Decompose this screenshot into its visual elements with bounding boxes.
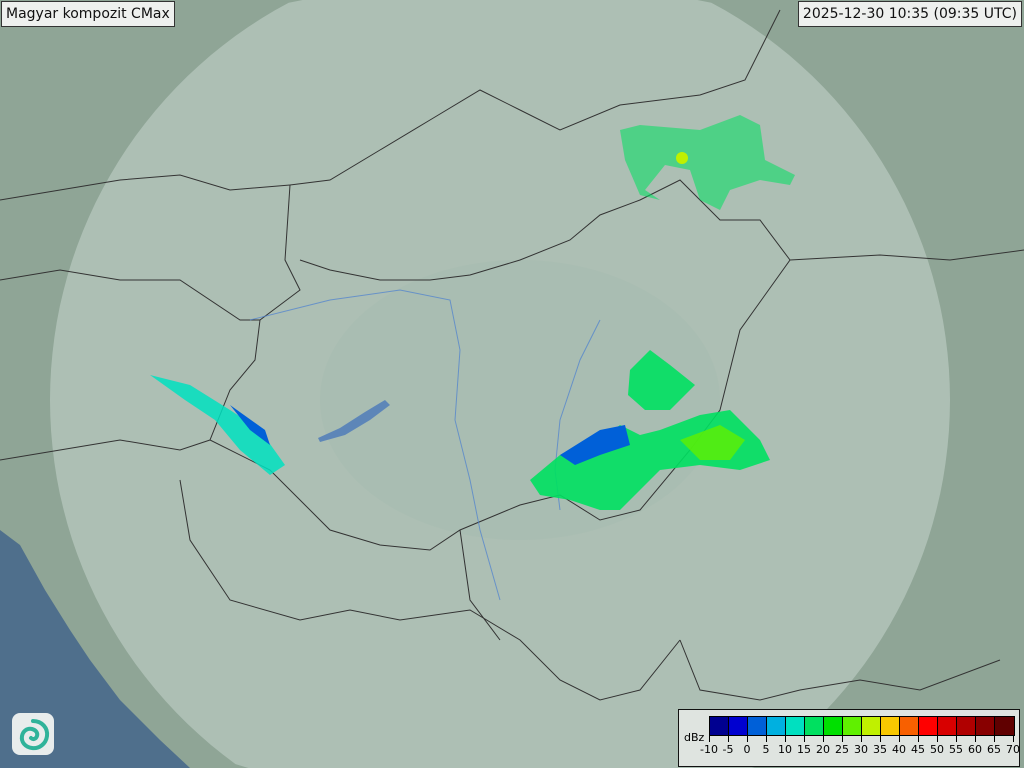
legend-swatch bbox=[710, 717, 729, 735]
legend-swatch bbox=[767, 717, 786, 735]
legend-swatch bbox=[900, 717, 919, 735]
echo-east-core bbox=[680, 425, 745, 460]
legend-tick-mark bbox=[766, 736, 767, 742]
legend-tick-label: 55 bbox=[949, 743, 963, 756]
legend-tick-label: 25 bbox=[835, 743, 849, 756]
radar-echoes bbox=[150, 115, 795, 510]
legend-tick-label: -5 bbox=[722, 743, 734, 756]
legend-tick-mark bbox=[785, 736, 786, 742]
legend-tick-mark bbox=[823, 736, 824, 742]
legend-swatch bbox=[729, 717, 748, 735]
legend-tick-label: 30 bbox=[854, 743, 868, 756]
legend-ticks: -10 -5 0 5 10 15 20 25 30 35 40 45 50 55 60 65 70 bbox=[700, 736, 1020, 760]
legend-tick-label: 5 bbox=[762, 743, 770, 756]
legend-tick-mark bbox=[880, 736, 881, 742]
legend-swatch bbox=[748, 717, 767, 735]
legend-tick-mark bbox=[747, 736, 748, 742]
legend-tick-label: 70 bbox=[1006, 743, 1020, 756]
legend-unit: dBz bbox=[684, 731, 705, 744]
legend-tick-mark bbox=[994, 736, 995, 742]
legend-tick-label: 40 bbox=[892, 743, 906, 756]
echo-north-east-core bbox=[676, 152, 688, 164]
legend-tick-mark bbox=[956, 736, 957, 742]
legend-tick-label: 60 bbox=[968, 743, 982, 756]
lake-balaton bbox=[318, 400, 390, 442]
legend-tick-mark bbox=[842, 736, 843, 742]
dbz-color-legend: dBz -10 -5 0 5 10 15 20 25 30 35 40 45 50 55 60 65 70 bbox=[678, 709, 1020, 767]
map-title: Magyar kompozit CMax bbox=[1, 1, 175, 27]
legend-swatch bbox=[881, 717, 900, 735]
legend-swatch bbox=[786, 717, 805, 735]
legend-tick-label: 45 bbox=[911, 743, 925, 756]
legend-swatch bbox=[919, 717, 938, 735]
sea-adriatic bbox=[0, 530, 190, 768]
legend-tick-label: 20 bbox=[816, 743, 830, 756]
legend-tick-mark bbox=[899, 736, 900, 742]
legend-swatch bbox=[976, 717, 995, 735]
legend-tick-mark bbox=[937, 736, 938, 742]
echo-west bbox=[150, 375, 285, 475]
legend-tick-mark bbox=[1013, 736, 1014, 742]
legend-tick-label: 35 bbox=[873, 743, 887, 756]
echo-south-east-core bbox=[560, 425, 630, 465]
legend-swatch bbox=[824, 717, 843, 735]
met-service-swirl-logo-icon bbox=[12, 713, 54, 755]
legend-tick-label: 15 bbox=[797, 743, 811, 756]
legend-tick-label: 0 bbox=[743, 743, 751, 756]
legend-tick-mark bbox=[918, 736, 919, 742]
legend-tick-mark bbox=[861, 736, 862, 742]
legend-swatch bbox=[843, 717, 862, 735]
legend-tick-mark bbox=[709, 736, 710, 742]
country-borders bbox=[0, 9, 1024, 701]
legend-tick-label: 50 bbox=[930, 743, 944, 756]
legend-tick-mark bbox=[975, 736, 976, 742]
map-timestamp: 2025-12-30 10:35 (09:35 UTC) bbox=[797, 1, 1022, 27]
legend-swatch bbox=[862, 717, 881, 735]
legend-swatch bbox=[805, 717, 824, 735]
legend-tick-label: 65 bbox=[987, 743, 1001, 756]
legend-tick-mark bbox=[728, 736, 729, 742]
legend-tick-mark bbox=[804, 736, 805, 742]
echo-east-north bbox=[628, 350, 695, 410]
legend-tick-label: -10 bbox=[700, 743, 718, 756]
legend-tick-label: 10 bbox=[778, 743, 792, 756]
echo-west-core bbox=[230, 405, 270, 445]
legend-colorbar bbox=[709, 716, 1015, 736]
legend-swatch bbox=[957, 717, 976, 735]
legend-swatch bbox=[995, 717, 1014, 735]
legend-swatch bbox=[938, 717, 957, 735]
echo-north-east bbox=[620, 115, 795, 210]
